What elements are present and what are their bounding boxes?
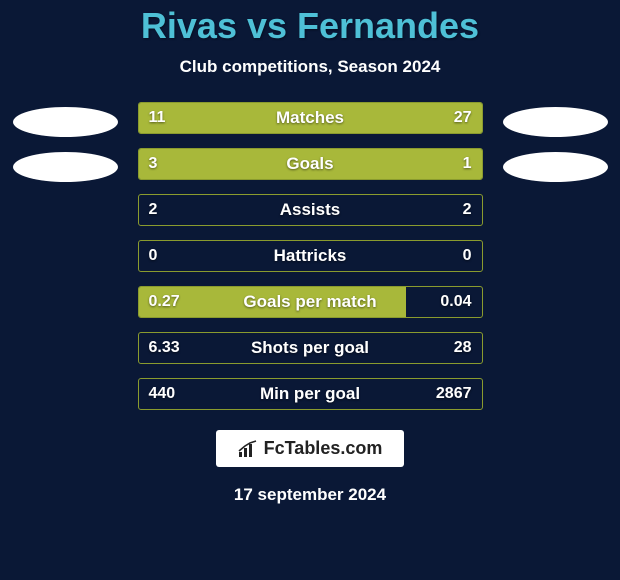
subtitle: Club competitions, Season 2024	[180, 57, 441, 77]
main-row: 11Matches27 3Goals1 2Assists2 0Hattricks0 0.…	[0, 102, 620, 410]
date-text: 17 september 2024	[234, 485, 386, 505]
stat-label: Hattricks	[139, 241, 482, 271]
stat-label: Matches	[139, 103, 482, 133]
player-avatar-left	[13, 107, 118, 137]
player-avatar-right	[503, 107, 608, 137]
avatars-left	[13, 102, 118, 182]
chart-icon	[238, 440, 258, 458]
stat-value-right: 28	[454, 333, 472, 363]
club-avatar-left	[13, 152, 118, 182]
stat-label: Min per goal	[139, 379, 482, 409]
brand-text: FcTables.com	[264, 438, 383, 459]
stat-bar: 440Min per goal2867	[138, 378, 483, 410]
stat-label: Shots per goal	[139, 333, 482, 363]
stat-value-right: 2	[463, 195, 472, 225]
page-title: Rivas vs Fernandes	[141, 5, 479, 47]
stats-column: 11Matches27 3Goals1 2Assists2 0Hattricks0 0.…	[138, 102, 483, 410]
stat-value-right: 0.04	[440, 287, 471, 317]
stat-bar: 2Assists2	[138, 194, 483, 226]
stat-label: Goals per match	[139, 287, 482, 317]
stat-value-right: 2867	[436, 379, 472, 409]
avatars-right	[503, 102, 608, 182]
stat-bar: 3Goals1	[138, 148, 483, 180]
stat-value-right: 0	[463, 241, 472, 271]
stat-bar: 6.33Shots per goal28	[138, 332, 483, 364]
stat-bar: 11Matches27	[138, 102, 483, 134]
stat-bar: 0Hattricks0	[138, 240, 483, 272]
stat-label: Goals	[139, 149, 482, 179]
comparison-card: Rivas vs Fernandes Club competitions, Se…	[0, 0, 620, 580]
stat-value-right: 27	[454, 103, 472, 133]
club-avatar-right	[503, 152, 608, 182]
stat-label: Assists	[139, 195, 482, 225]
stat-bar: 0.27Goals per match0.04	[138, 286, 483, 318]
stat-value-right: 1	[463, 149, 472, 179]
brand-badge[interactable]: FcTables.com	[216, 430, 405, 467]
